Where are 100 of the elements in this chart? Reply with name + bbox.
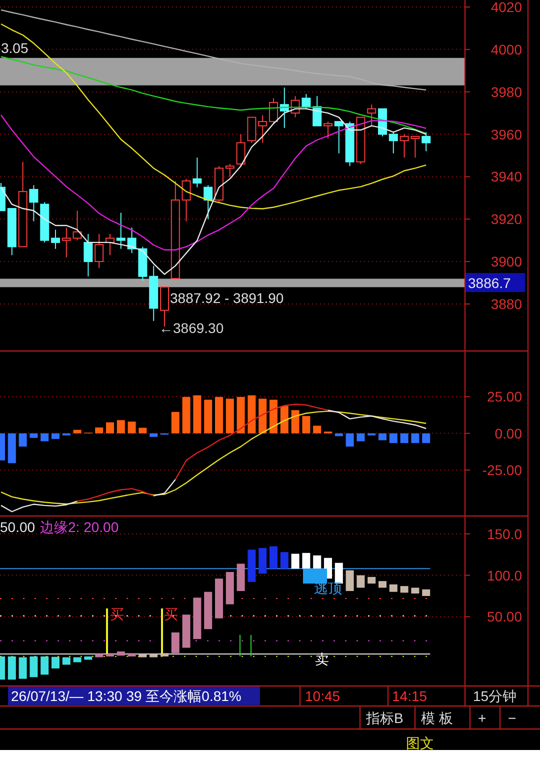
bar: [291, 554, 300, 569]
text: 10:45: [305, 688, 340, 704]
bar: [422, 433, 430, 444]
bar: [248, 395, 256, 434]
candlestick: [258, 114, 268, 144]
y-tick-label: 3960: [490, 126, 522, 142]
bar: [193, 598, 202, 640]
text: +: [478, 710, 486, 726]
candlestick: [192, 157, 202, 188]
line-series: [0, 56, 427, 134]
bar: [73, 657, 82, 662]
candlestick: [367, 104, 376, 126]
bar: [313, 426, 322, 434]
bar: [84, 656, 92, 660]
bar: [356, 575, 365, 588]
bar: [204, 592, 212, 630]
bar: [128, 653, 136, 656]
text: −: [508, 710, 516, 726]
y-tick-label: 3940: [490, 168, 522, 185]
text: 3886.7: [468, 275, 512, 291]
bar: [215, 396, 223, 434]
y-tick-label: -25.00: [482, 462, 522, 478]
bar: [236, 564, 245, 592]
bar: [400, 586, 408, 593]
candlestick: [204, 184, 213, 220]
bar: [215, 578, 223, 618]
y-tick-label: 0.00: [494, 425, 522, 442]
bar: [334, 562, 343, 584]
y-tick-label: 3920: [490, 211, 522, 228]
bar: [106, 653, 114, 656]
text: 模 板: [421, 710, 453, 726]
text: 26/07/13/— 13:30 39 至今涨幅0.81%: [11, 688, 242, 704]
bar: [182, 614, 190, 648]
bar: [378, 433, 386, 440]
bar: [8, 656, 16, 680]
bar: [280, 406, 288, 434]
y-tick-label: 3900: [490, 254, 522, 270]
candlestick: [29, 184, 38, 222]
bar: [73, 430, 82, 434]
bar: [248, 550, 256, 582]
bar: [116, 420, 125, 434]
bar: [334, 433, 343, 436]
bar: [258, 398, 267, 434]
bar: [171, 632, 180, 654]
bar: [52, 656, 60, 668]
y-tick-label: 4020: [490, 0, 522, 15]
bar: [95, 654, 104, 658]
candlestick: [62, 227, 71, 258]
bar: [389, 584, 398, 592]
annotation: ←3869.30: [159, 320, 224, 336]
bar: [346, 433, 354, 447]
bar: [400, 433, 408, 444]
text: 14:15: [392, 688, 428, 704]
bar: [40, 433, 49, 442]
y-tick-label: 25.00: [486, 388, 522, 405]
bar: [150, 654, 158, 658]
candlestick: [94, 233, 104, 268]
bar: [226, 398, 234, 434]
bar: [302, 416, 310, 434]
bar: [138, 654, 147, 658]
bar: [280, 552, 288, 569]
bar: [389, 433, 398, 444]
candlestick: [51, 229, 60, 250]
candlestick: [149, 265, 158, 322]
bar: [368, 576, 376, 584]
band-label: 3887.92 - 3891.90: [170, 290, 284, 306]
bar: [378, 581, 386, 588]
bar: [106, 422, 114, 434]
bar: [138, 428, 147, 434]
bar: [236, 396, 245, 434]
bar: [258, 548, 267, 574]
bar: [30, 656, 38, 678]
bar: [226, 572, 234, 604]
bar: [411, 433, 420, 444]
bar: [128, 422, 136, 434]
bar: [150, 433, 158, 437]
bar: [8, 433, 16, 464]
bar: [30, 433, 38, 438]
line-series: [0, 114, 427, 250]
bar: [346, 570, 354, 592]
annotation: 逃顶: [314, 580, 342, 596]
bar: [40, 656, 49, 675]
bar: [52, 433, 60, 439]
line-series: [0, 9, 427, 91]
text: 指标B: [365, 710, 404, 726]
y-tick-label: 150.0: [486, 526, 522, 542]
line-series: [0, 23, 427, 210]
annotation: 边缘2: 20.00: [40, 519, 119, 535]
annotation: 50.00: [0, 519, 36, 535]
bar: [18, 657, 27, 679]
bar: [116, 651, 125, 656]
bar: [182, 396, 190, 434]
bar: [193, 395, 202, 434]
bar: [204, 400, 212, 434]
y-tick-label: 50.00: [486, 608, 522, 625]
annotation: 买: [164, 606, 178, 622]
annotation: 买: [110, 606, 124, 622]
text: 图文: [406, 735, 434, 751]
text: 15分钟: [473, 688, 517, 704]
bar: [160, 653, 168, 656]
